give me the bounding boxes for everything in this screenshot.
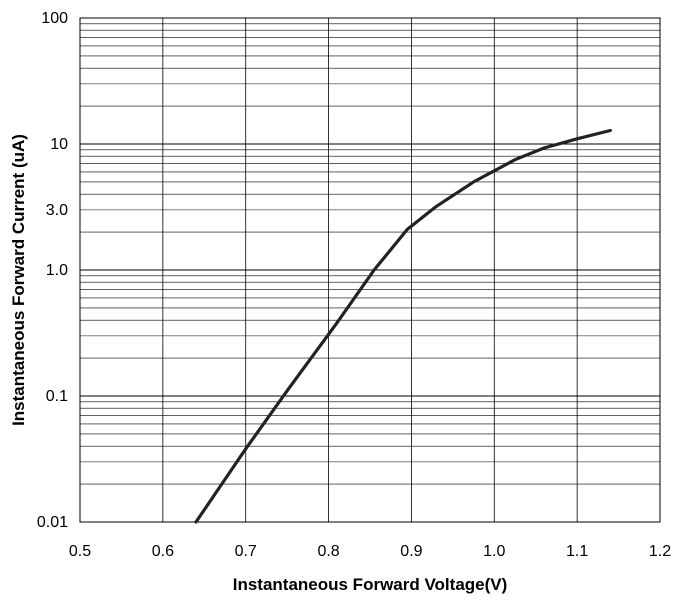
series-layer: [194, 128, 612, 524]
x-tick-label: 0.7: [235, 543, 257, 560]
iv-curve-line: [194, 128, 612, 524]
y-tick-label: 0.1: [46, 388, 68, 405]
y-tick-label: 10: [50, 136, 68, 153]
y-tick-label: 1.0: [46, 262, 68, 279]
y-axis-title: Instantaneous Forward Current (uA): [9, 134, 28, 426]
x-tick-label: 1.2: [649, 543, 671, 560]
tick-labels: 0.5 0.6 0.7 0.8 0.9 1.0 1.1 1.2 0.01 0.1 1.0 3.0 10 1…: [37, 10, 671, 560]
x-axis-title: Instantaneous Forward Voltage(V): [233, 575, 508, 594]
plot-frame: [79, 17, 661, 523]
y-tick-label: 0.01: [37, 514, 68, 531]
y-tick-label: 3.0: [46, 202, 68, 219]
x-tick-label: 0.6: [152, 543, 174, 560]
y-tick-label: 100: [41, 10, 68, 27]
x-tick-label: 1.1: [566, 543, 588, 560]
x-tick-label: 0.5: [69, 543, 91, 560]
x-tick-label: 0.9: [400, 543, 422, 560]
x-tick-label: 1.0: [483, 543, 505, 560]
x-tick-label: 0.8: [317, 543, 339, 560]
grid: [79, 17, 661, 523]
